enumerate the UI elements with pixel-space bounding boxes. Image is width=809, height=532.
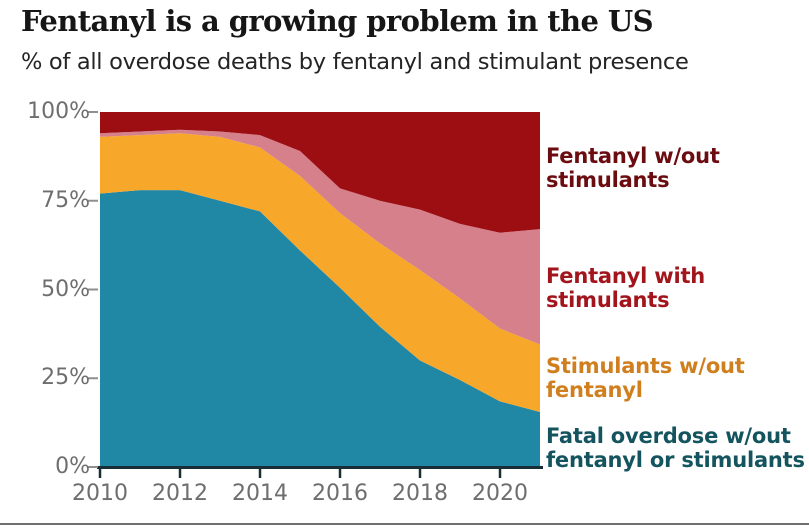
- x-axis-tick: [418, 466, 422, 478]
- y-axis-tick: [88, 377, 98, 380]
- y-tick-label: 50%: [41, 276, 90, 302]
- area-no-fentanyl-no-stimulants: [100, 190, 540, 467]
- x-axis-line: [97, 466, 543, 469]
- chart-subtitle: % of all overdose deaths by fentanyl and…: [21, 49, 689, 75]
- x-axis-tick: [258, 466, 262, 478]
- x-tick-label: 2012: [152, 481, 208, 506]
- y-tick-label: 75%: [41, 187, 90, 213]
- y-tick-label: 0%: [55, 454, 90, 479]
- chart-areas: [100, 112, 540, 467]
- x-tick-label: 2016: [312, 481, 368, 506]
- legend-label-line: stimulants: [546, 167, 670, 192]
- legend-item-stimulants-without-fentanyl: Stimulants w/out fentanyl: [546, 354, 808, 402]
- area-fentanyl-without-stimulants: [100, 112, 540, 233]
- legend-item-fentanyl-with-stimulants: Fentanyl with stimulants: [546, 264, 808, 312]
- y-tick-label: 100%: [27, 99, 90, 124]
- x-tick-label: 2018: [392, 481, 448, 506]
- area-stimulants-without-fentanyl: [100, 133, 540, 412]
- y-axis-tick: [88, 288, 98, 291]
- x-axis-tick: [178, 466, 182, 478]
- x-tick-label: 2010: [72, 481, 128, 506]
- x-axis-tick: [498, 466, 502, 478]
- legend-label-line: Fentanyl with: [546, 264, 706, 288]
- x-axis-tick: [338, 466, 342, 478]
- y-axis-tick: [88, 466, 98, 468]
- legend-label-line: Fatal overdose w/out: [546, 424, 791, 448]
- y-axis-tick: [88, 111, 98, 113]
- x-tick-label: 2020: [472, 481, 528, 506]
- legend-label-line: Fentanyl w/out: [546, 144, 720, 168]
- footer-divider: [0, 523, 809, 525]
- area-fentanyl-with-stimulants: [100, 129, 540, 345]
- legend-label-line: Stimulants w/out: [546, 354, 745, 378]
- legend-label-line: fentanyl or stimulants: [546, 447, 805, 472]
- x-tick-label: 2014: [232, 481, 288, 506]
- legend-item-fentanyl-without-stimulants: Fentanyl w/out stimulants: [546, 144, 808, 192]
- x-axis-tick: [98, 466, 102, 478]
- legend-item-no-fentanyl-no-stimulants: Fatal overdose w/out fentanyl or stimula…: [546, 424, 808, 472]
- legend-label-line: fentanyl: [546, 377, 643, 402]
- x-axis: [88, 111, 543, 478]
- y-tick-label: 25%: [41, 365, 90, 391]
- chart-title: Fentanyl is a growing problem in the US: [21, 4, 654, 38]
- legend-label-line: stimulants: [546, 287, 670, 312]
- y-axis-tick: [88, 199, 98, 202]
